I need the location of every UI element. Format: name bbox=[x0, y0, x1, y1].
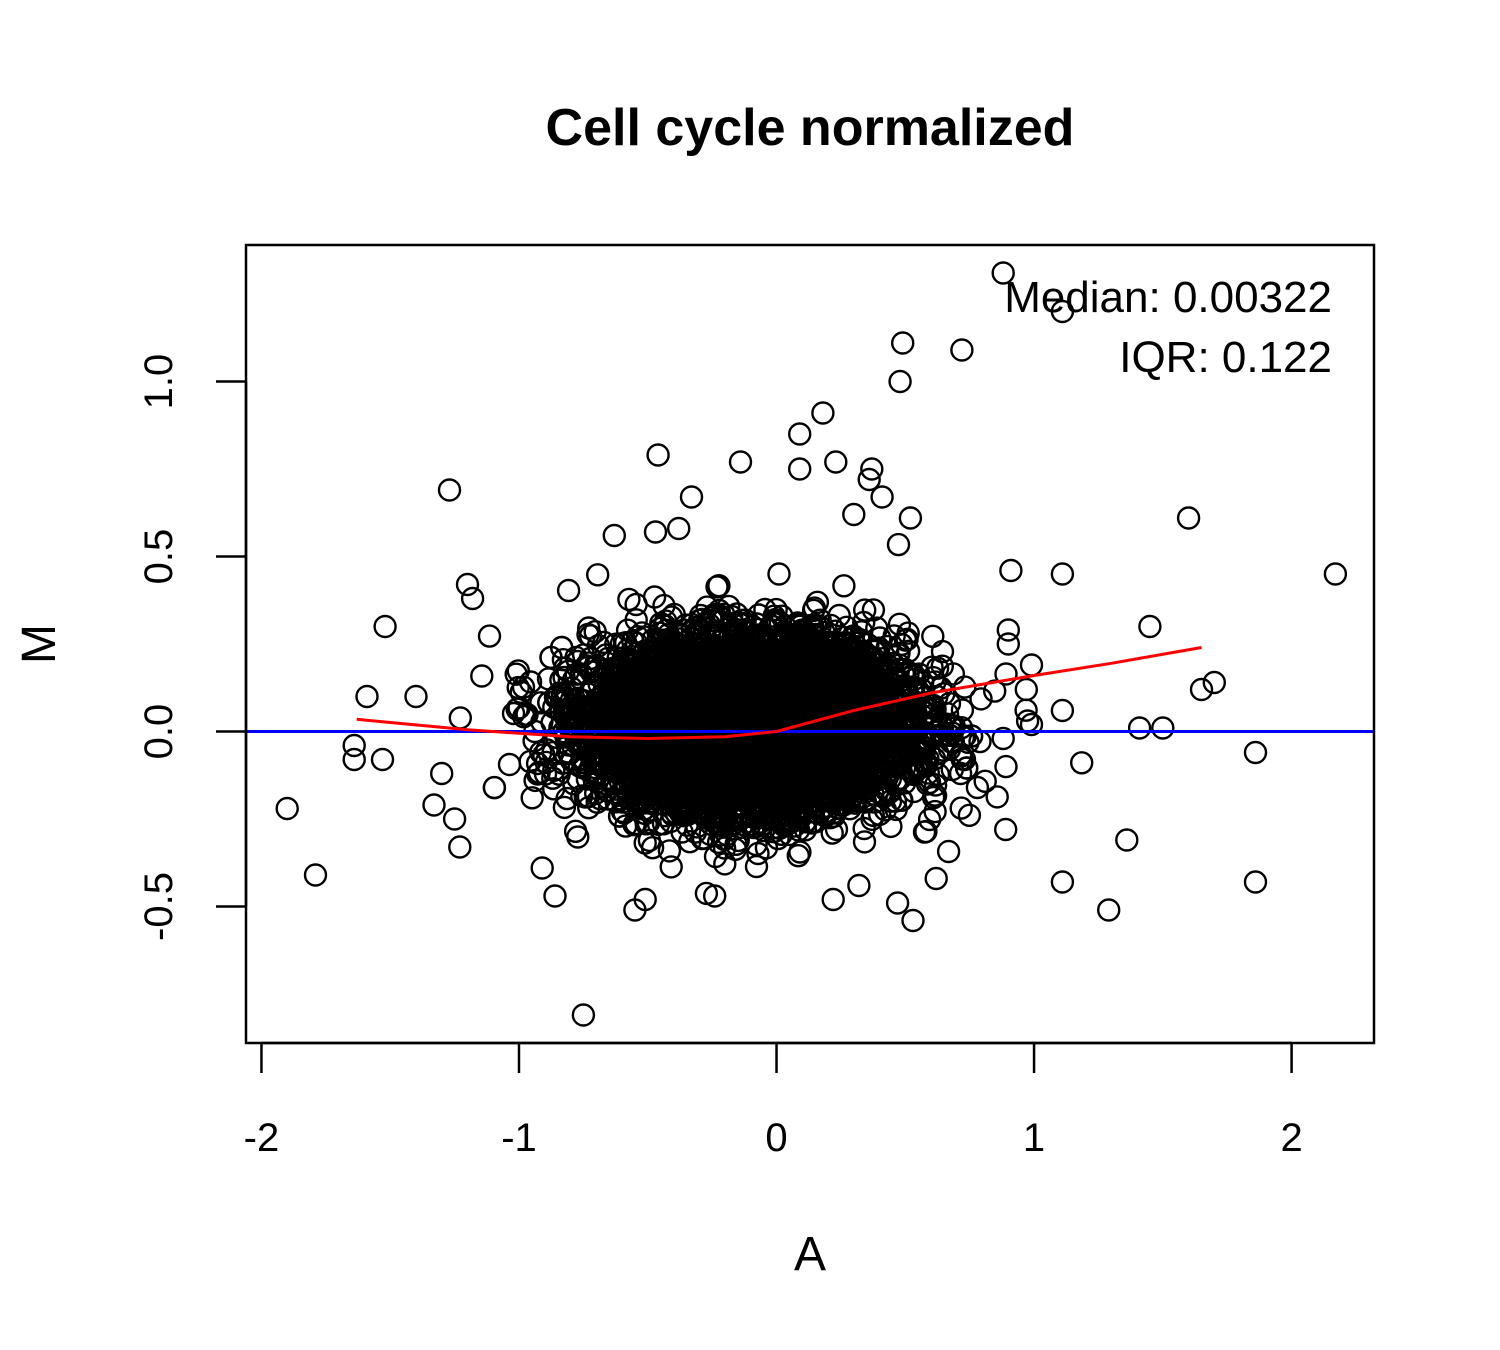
data-point bbox=[552, 795, 577, 820]
data-point bbox=[448, 706, 472, 730]
data-point bbox=[659, 855, 683, 879]
data-point bbox=[657, 839, 682, 863]
data-point bbox=[969, 687, 993, 711]
data-point bbox=[767, 562, 791, 586]
data-point bbox=[571, 643, 596, 667]
data-point bbox=[652, 593, 676, 618]
data-point bbox=[914, 819, 938, 844]
data-point bbox=[577, 796, 601, 820]
data-point bbox=[832, 574, 856, 598]
data-points bbox=[275, 261, 1348, 1027]
data-point bbox=[470, 664, 494, 688]
data-point bbox=[566, 825, 590, 849]
data-point bbox=[624, 592, 648, 617]
data-point bbox=[744, 854, 769, 879]
data-point bbox=[509, 680, 533, 704]
data-point bbox=[930, 639, 955, 664]
data-point bbox=[949, 744, 973, 768]
data-point bbox=[983, 679, 1007, 703]
data-point bbox=[921, 624, 945, 648]
data-point bbox=[949, 796, 973, 820]
data-point bbox=[786, 844, 810, 868]
data-point bbox=[985, 785, 1009, 809]
data-point bbox=[957, 803, 982, 827]
data-point bbox=[1069, 751, 1094, 775]
chart-title: Cell cycle normalized bbox=[546, 99, 1075, 157]
data-point bbox=[936, 839, 961, 864]
data-point bbox=[713, 852, 737, 876]
data-point bbox=[520, 786, 544, 810]
data-point bbox=[477, 624, 502, 648]
data-point bbox=[994, 754, 1018, 779]
data-point bbox=[882, 624, 906, 648]
data-point bbox=[586, 563, 610, 587]
data-point bbox=[707, 574, 731, 598]
data-point bbox=[555, 786, 579, 811]
data-point bbox=[923, 773, 948, 797]
